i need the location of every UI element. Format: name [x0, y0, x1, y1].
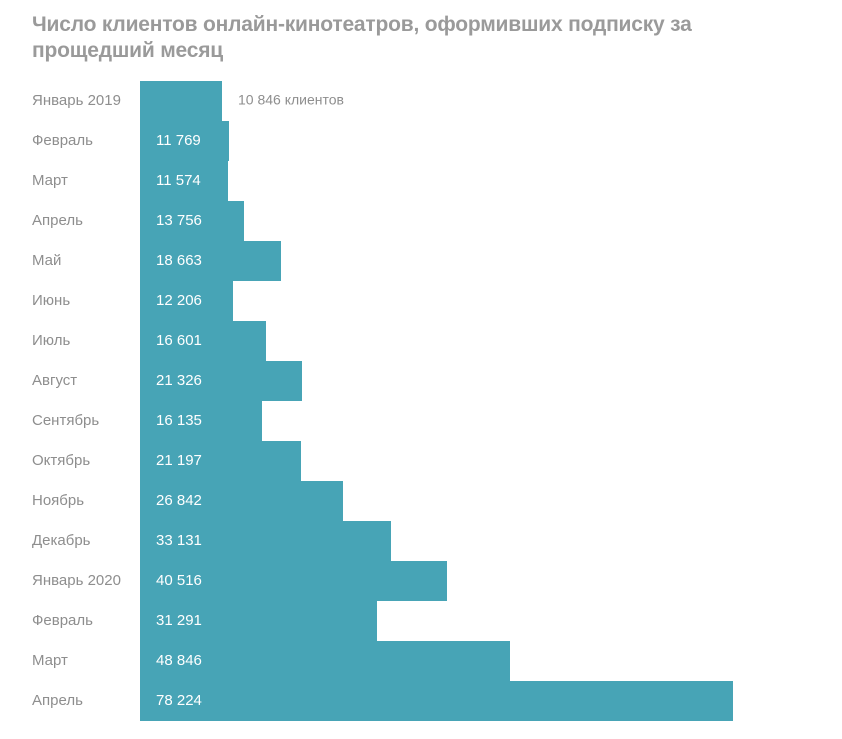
category-label: Апрель	[32, 212, 83, 229]
value-label: 26 842	[156, 492, 202, 509]
value-label: 11 769	[156, 132, 201, 149]
bar	[140, 481, 343, 521]
bar	[140, 121, 229, 161]
bar	[140, 521, 391, 561]
value-label: 21 197	[156, 452, 202, 469]
category-label: Апрель	[32, 692, 83, 709]
bar	[140, 201, 244, 241]
value-label: 21 326	[156, 372, 202, 389]
bar	[140, 241, 281, 281]
value-label: 31 291	[156, 612, 202, 629]
value-label: 48 846	[156, 652, 202, 669]
category-label: Май	[32, 252, 61, 269]
category-label: Февраль	[32, 612, 93, 629]
bar	[140, 681, 733, 721]
bar	[140, 401, 262, 441]
value-label: 10 846 клиентов	[238, 92, 344, 108]
category-label: Ноябрь	[32, 492, 84, 509]
bar	[140, 281, 233, 321]
value-label: 78 224	[156, 692, 202, 709]
category-label: Июль	[32, 332, 70, 349]
category-label: Декабрь	[32, 532, 91, 549]
category-label: Март	[32, 172, 68, 189]
value-label: 16 135	[156, 412, 202, 429]
bar	[140, 561, 447, 601]
bar	[140, 641, 510, 681]
value-label: 33 131	[156, 532, 202, 549]
value-label: 13 756	[156, 212, 202, 229]
bar	[140, 601, 377, 641]
bar	[140, 161, 228, 201]
value-label: 11 574	[156, 172, 201, 189]
category-label: Сентябрь	[32, 412, 99, 429]
category-label: Август	[32, 372, 77, 389]
bar	[140, 81, 222, 121]
category-label: Июнь	[32, 292, 70, 309]
category-label: Октябрь	[32, 452, 90, 469]
bar	[140, 441, 301, 481]
value-label: 16 601	[156, 332, 202, 349]
bar	[140, 361, 302, 401]
chart-title: Число клиентов онлайн-кинотеатров, оформ…	[32, 13, 692, 62]
category-label: Январь 2019	[32, 92, 121, 109]
value-label: 18 663	[156, 252, 202, 269]
value-label: 12 206	[156, 292, 202, 309]
category-label: Март	[32, 652, 68, 669]
category-label: Февраль	[32, 132, 93, 149]
category-label: Январь 2020	[32, 572, 121, 589]
value-label: 40 516	[156, 572, 202, 589]
bar	[140, 321, 266, 361]
